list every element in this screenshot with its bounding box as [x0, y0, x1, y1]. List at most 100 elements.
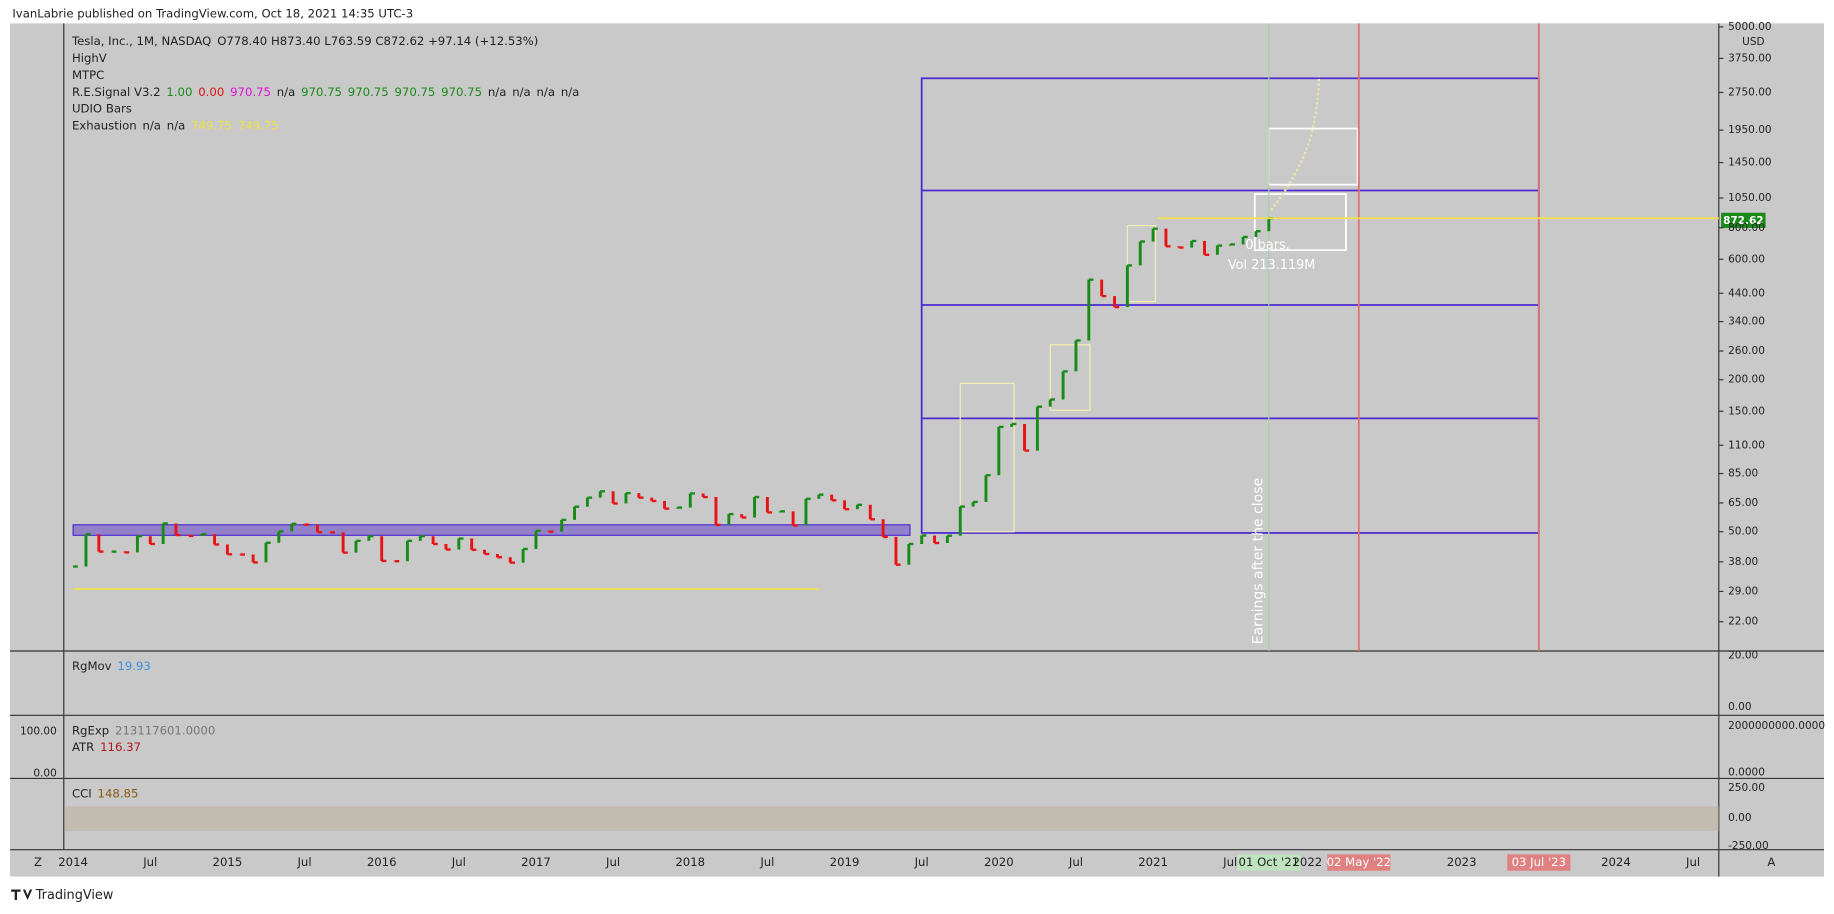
- legend-item: 970.75: [301, 84, 342, 98]
- time-label: Jul: [759, 855, 774, 869]
- time-label: 2015: [213, 855, 243, 869]
- time-label: Jul: [297, 855, 312, 869]
- pane-value: 19.93: [117, 659, 150, 673]
- time-label: 03 Jul '23: [1512, 855, 1566, 869]
- projection-path: [1270, 75, 1321, 212]
- y-tick-label: 38.00: [1728, 556, 1758, 568]
- legend-line: HighV: [72, 50, 107, 64]
- earnings-note: Earnings after the close: [1250, 478, 1266, 644]
- pane-value: 213117601.0000: [115, 723, 215, 737]
- time-label: 02 May '22: [1327, 855, 1391, 869]
- legend-item: n/a: [537, 84, 555, 98]
- y-tick-label: 340.00: [1728, 316, 1765, 328]
- time-label: 2023: [1447, 855, 1477, 869]
- time-label: 2018: [675, 855, 705, 869]
- legend-item: 749.75: [191, 118, 232, 132]
- last-price-label: 872.62: [1723, 215, 1764, 227]
- legend-item: O778.40 H873.40 L763.59 C872.62 +97.14 (…: [217, 33, 538, 47]
- support-zone: [72, 524, 911, 536]
- time-label: Jul: [142, 855, 157, 869]
- time-label: 01 Oct '21: [1239, 855, 1300, 869]
- legend-item: 970.75: [394, 84, 435, 98]
- y-tick-label: 22.00: [1728, 616, 1758, 628]
- legend-line: MTPC: [72, 67, 104, 81]
- pane-title: RgMov: [72, 659, 112, 673]
- legend-item: n/a: [277, 84, 295, 98]
- time-label: A: [1767, 855, 1775, 869]
- pane-axis-label: 0.0000: [1728, 767, 1765, 779]
- legend-line: Exhaustion n/a n/a 749.75 749.75: [72, 118, 279, 132]
- pane-axis-label: 100.00: [20, 726, 57, 738]
- range-box: [1049, 344, 1091, 411]
- y-tick-label: 2750.00: [1728, 86, 1771, 98]
- time-label: 2014: [58, 855, 88, 869]
- time-label: 2021: [1138, 855, 1168, 869]
- pane-sub_value: 116.37: [100, 739, 141, 753]
- legend-item: UDIO Bars: [72, 101, 132, 115]
- time-marker-box: [1237, 854, 1301, 871]
- y-tick-label: 1950.00: [1728, 124, 1771, 136]
- legend-line: UDIO Bars: [72, 101, 132, 115]
- y-tick-label: 50.00: [1728, 526, 1758, 538]
- bars-note: 0 bars,: [1245, 238, 1289, 253]
- chart-bg: [10, 23, 1824, 877]
- pane-axis-label: 2000000000.0000: [1728, 720, 1825, 732]
- pane-legend: ATR 116.37: [72, 739, 141, 753]
- legend-item: MTPC: [72, 67, 104, 81]
- y-tick-label: 600.00: [1728, 253, 1765, 265]
- legend-item: Exhaustion: [72, 118, 137, 132]
- legend-item: R.E.Signal V3.2: [72, 84, 161, 98]
- y-tick-label: 800.00: [1728, 222, 1765, 234]
- projection-box: [1253, 193, 1347, 251]
- pane-axis-label: 0.00: [1728, 701, 1751, 713]
- y-tick-label: 440.00: [1728, 287, 1765, 299]
- time-label: Jul: [1685, 855, 1700, 869]
- pane-axis-label: 0.00: [33, 768, 56, 780]
- legend-item: n/a: [142, 118, 160, 132]
- y-tick-label: 5000.00: [1728, 21, 1771, 33]
- pane-value: 148.85: [98, 786, 139, 800]
- legend-item: 1.00: [166, 84, 192, 98]
- publisher-line: IvanLabrie published on TradingView.com,…: [12, 7, 413, 21]
- pane-axis-label: 250.00: [1728, 782, 1765, 794]
- pane-legend: RgMov 19.93: [72, 659, 151, 673]
- y-tick-label: 1050.00: [1728, 192, 1771, 204]
- time-marker-box: [1327, 854, 1391, 871]
- pane-legend: CCI 148.85: [72, 786, 138, 800]
- logo: [11, 889, 33, 900]
- time-label: 2022: [1293, 855, 1323, 869]
- y-tick-label: 200.00: [1728, 374, 1765, 386]
- y-tick-label: 29.00: [1728, 585, 1758, 597]
- pane-axis-label: -250.00: [1728, 840, 1769, 852]
- legend-item: n/a: [512, 84, 530, 98]
- y-tick-label: 150.00: [1728, 405, 1765, 417]
- time-label: 2024: [1601, 855, 1631, 869]
- time-label: Z: [34, 855, 42, 869]
- pane-sub_title: ATR: [72, 739, 94, 753]
- pane-axis-label: 20.00: [1728, 650, 1758, 662]
- time-label: 2020: [984, 855, 1014, 869]
- pane-axis-label: 0.00: [1728, 812, 1751, 824]
- legend-item: n/a: [167, 118, 185, 132]
- legend-item: HighV: [72, 50, 107, 64]
- y-tick-label: 1450.00: [1728, 157, 1771, 169]
- y-tick-label: 110.00: [1728, 439, 1765, 451]
- legend-item: 0.00: [198, 84, 224, 98]
- time-label: Jul: [451, 855, 466, 869]
- legend-line: R.E.Signal V3.2 1.00 0.00 970.75 n/a 970.75 97…: [72, 84, 579, 98]
- time-label: Jul: [605, 855, 620, 869]
- time-marker-box: [1507, 854, 1571, 871]
- time-label: Jul: [1068, 855, 1083, 869]
- footer-brand: TradingView: [35, 888, 114, 903]
- time-label: 2016: [367, 855, 397, 869]
- time-label: Jul: [1222, 855, 1237, 869]
- last-price-tag: [1721, 212, 1766, 228]
- legend-item: 970.75: [441, 84, 482, 98]
- cci-band: [64, 806, 1719, 832]
- legend-item: n/a: [488, 84, 506, 98]
- y-tick-label: 85.00: [1728, 468, 1758, 480]
- y-tick-label: 3750.00: [1728, 52, 1771, 64]
- legend-item: 970.75: [348, 84, 389, 98]
